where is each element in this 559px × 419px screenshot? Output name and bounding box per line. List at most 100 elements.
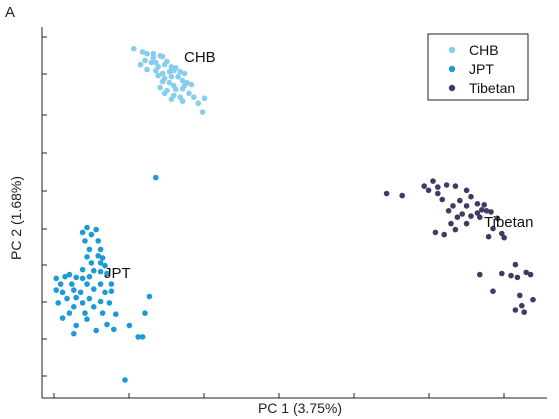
point-chb	[150, 50, 157, 57]
point-tibetan	[490, 225, 496, 232]
panel-letter: A	[5, 4, 15, 21]
point-tibetan	[479, 207, 485, 213]
point-jpt	[95, 253, 101, 259]
legend-label-tibetan: Tibetan	[469, 80, 515, 96]
point-jpt	[71, 330, 77, 337]
point-chb	[159, 70, 166, 77]
point-jpt	[62, 273, 68, 280]
point-tibetan	[523, 269, 529, 276]
legend: CHB JPT Tibetan	[427, 33, 529, 101]
point-tibetan	[494, 215, 501, 222]
point-tibetan	[468, 213, 474, 219]
point-jpt	[108, 288, 115, 295]
point-jpt	[104, 321, 110, 328]
point-jpt	[71, 304, 77, 310]
legend-label-jpt: JPT	[469, 61, 494, 77]
point-jpt	[97, 246, 104, 253]
point-jpt	[59, 315, 66, 321]
point-tibetan	[459, 211, 466, 217]
point-chb	[153, 59, 159, 66]
point-chb	[179, 98, 186, 104]
point-jpt	[126, 322, 133, 329]
point-tibetan	[514, 274, 521, 281]
point-tibetan	[519, 302, 525, 309]
point-jpt	[53, 275, 59, 282]
point-jpt	[135, 334, 141, 340]
point-jpt	[57, 281, 64, 287]
point-jpt	[66, 310, 73, 316]
point-tibetan	[477, 271, 483, 278]
point-tibetan	[485, 233, 492, 240]
legend-marker-tibetan	[448, 84, 456, 92]
point-tibetan	[501, 234, 508, 241]
point-tibetan	[457, 197, 463, 204]
point-jpt	[69, 281, 75, 287]
point-jpt	[59, 289, 66, 296]
point-tibetan	[448, 220, 454, 227]
cluster-label-chb: CHB	[184, 49, 216, 66]
point-tibetan	[452, 226, 459, 233]
legend-label-chb: CHB	[469, 42, 499, 58]
point-jpt	[102, 289, 108, 296]
point-chb	[201, 95, 208, 102]
point-chb	[191, 94, 197, 100]
point-chb	[157, 84, 163, 91]
point-chb	[148, 59, 155, 66]
point-chb	[142, 57, 148, 64]
point-jpt	[86, 273, 93, 280]
point-jpt	[79, 229, 86, 236]
point-tibetan	[474, 201, 481, 207]
axes	[41, 27, 547, 399]
point-chb	[195, 100, 201, 106]
point-chb	[177, 68, 183, 75]
point-tibetan	[432, 229, 439, 236]
point-chb	[155, 72, 161, 79]
point-jpt	[108, 281, 115, 287]
point-tibetan	[439, 196, 446, 203]
point-jpt	[97, 260, 104, 266]
point-jpt	[122, 377, 128, 383]
point-jpt	[142, 310, 148, 316]
point-jpt	[88, 260, 95, 266]
point-chb	[137, 61, 144, 68]
point-jpt	[91, 286, 97, 292]
point-tibetan	[450, 203, 456, 209]
y-axis-title: PC 2 (1.68%)	[8, 176, 24, 260]
point-tibetan	[445, 208, 452, 214]
point-chb	[186, 90, 192, 97]
point-chb	[179, 85, 186, 92]
point-jpt	[91, 304, 97, 310]
point-jpt	[104, 270, 110, 277]
cluster-label-jpt: JPT	[104, 265, 131, 282]
point-tibetan	[517, 292, 523, 299]
point-tibetan	[508, 272, 514, 279]
point-jpt	[93, 226, 99, 233]
point-tibetan	[490, 288, 496, 295]
x-axis-title: PC 1 (3.75%)	[258, 400, 342, 416]
point-jpt	[97, 281, 104, 287]
point-tibetan	[530, 296, 536, 303]
point-tibetan	[463, 220, 470, 227]
point-jpt	[95, 238, 101, 244]
point-jpt	[82, 310, 88, 316]
point-jpt	[84, 316, 90, 323]
point-jpt	[97, 298, 104, 305]
point-jpt	[97, 268, 104, 275]
point-chb	[159, 78, 166, 85]
point-chb	[139, 49, 146, 55]
point-tibetan	[521, 309, 527, 315]
point-jpt	[84, 254, 90, 260]
point-tibetan	[474, 210, 481, 216]
point-tibetan	[399, 192, 406, 199]
point-jpt	[146, 293, 153, 300]
point-jpt	[88, 231, 95, 238]
point-jpt	[99, 310, 106, 316]
point-jpt	[53, 287, 59, 293]
series-jpt	[53, 174, 159, 383]
point-jpt	[71, 287, 77, 293]
point-chb	[179, 77, 186, 84]
point-chb	[144, 66, 150, 73]
point-tibetan	[483, 208, 490, 214]
point-tibetan	[468, 193, 474, 200]
point-jpt	[79, 275, 86, 282]
